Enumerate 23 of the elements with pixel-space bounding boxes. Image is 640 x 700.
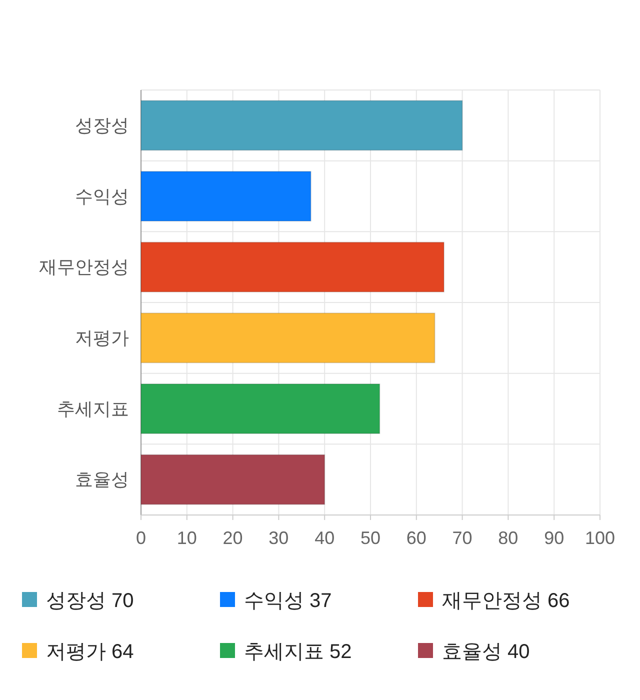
y-tick-label: 수익성 (75, 186, 129, 206)
y-tick-label: 추세지표 (57, 398, 129, 419)
x-tick-label: 10 (176, 528, 197, 548)
x-tick-label: 80 (498, 528, 518, 548)
legend-label: 수익성 37 (244, 590, 332, 612)
x-tick-label: 90 (544, 528, 564, 548)
legend-label: 재무안정성 66 (442, 590, 570, 612)
x-tick-label: 0 (136, 528, 146, 548)
y-tick-label: 재무안정성 (39, 257, 129, 278)
y-tick-label: 효율성 (75, 470, 129, 490)
y-tick-label: 저평가 (75, 328, 129, 348)
x-tick-label: 70 (452, 528, 472, 548)
x-tick-label: 60 (406, 528, 426, 548)
x-tick-label: 20 (222, 528, 243, 548)
y-tick-label: 성장성 (75, 115, 129, 136)
legend-label: 효율성 40 (442, 641, 530, 663)
x-tick-label: 30 (268, 528, 289, 548)
x-tick-label: 50 (360, 528, 381, 548)
legend-label: 저평가 64 (46, 641, 134, 663)
x-tick-label: 40 (314, 528, 335, 548)
x-tick-label: 100 (584, 528, 616, 548)
legend-label: 추세지표 52 (244, 641, 352, 663)
legend-label: 성장성 70 (46, 590, 134, 612)
